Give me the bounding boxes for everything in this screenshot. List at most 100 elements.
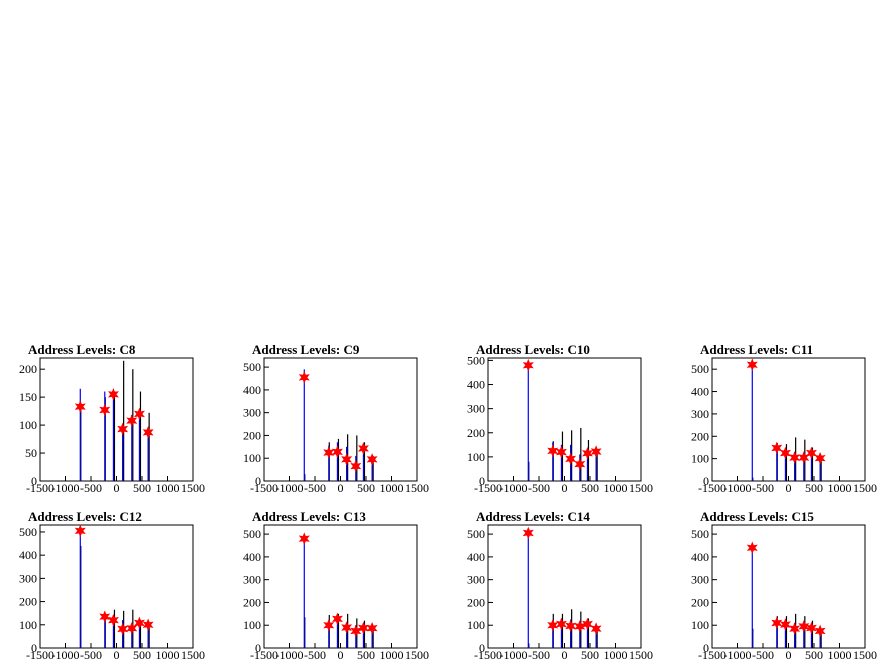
peak-marker: [814, 451, 826, 465]
x-tick-label: -1000: [276, 481, 304, 495]
y-tick-label: 200: [19, 595, 37, 609]
peak-marker: [298, 371, 310, 384]
x-tick-label: 500: [133, 481, 151, 495]
peak-marker: [323, 446, 335, 459]
x-tick-label: -500: [304, 648, 326, 662]
y-tick-label: 200: [243, 595, 261, 609]
plot-frame: [487, 524, 642, 649]
peak-marker: [522, 526, 534, 540]
chart-title: Address Levels: C11: [700, 342, 813, 357]
x-tick-label: -500: [528, 481, 550, 495]
x-tick-label: 1000: [828, 481, 852, 495]
y-tick-label: 300: [467, 573, 485, 587]
peak-marker: [805, 446, 817, 460]
x-tick-label: 1000: [380, 648, 404, 662]
x-tick-label: 1500: [853, 481, 877, 495]
peak-marker: [798, 451, 810, 464]
peak-marker: [780, 446, 791, 460]
y-tick-label: 50: [25, 446, 37, 460]
x-tick-label: 1500: [629, 481, 653, 495]
x-tick-label: 1000: [604, 481, 628, 495]
y-tick-label: 200: [19, 362, 37, 376]
x-tick-label: 1000: [156, 648, 180, 662]
peak-marker: [789, 622, 801, 635]
x-tick-label: 1500: [405, 481, 429, 495]
x-tick-label: -1500: [698, 648, 726, 662]
peak-marker: [746, 358, 758, 371]
x-tick-label: -1500: [26, 648, 54, 662]
peak-marker: [547, 618, 559, 632]
chart-title: Address Levels: C15: [700, 509, 814, 524]
x-tick-label: 0: [562, 481, 568, 495]
y-tick-label: 0: [479, 641, 485, 655]
y-tick-label: 300: [243, 573, 261, 587]
y-tick-label: 200: [691, 595, 709, 609]
x-tick-label: -1500: [474, 648, 502, 662]
x-tick-label: -1500: [250, 648, 278, 662]
peak-marker: [780, 618, 791, 631]
x-tick-label: -1000: [52, 648, 80, 662]
plot-frame: [487, 357, 642, 482]
y-tick-label: 0: [255, 641, 261, 655]
x-tick-label: -500: [528, 648, 550, 662]
histogram-panel: Address Levels: C10 -1500-1000 -500 0 500 100…: [467, 342, 653, 495]
x-tick-label: 1500: [181, 648, 205, 662]
x-tick-label: 500: [581, 648, 599, 662]
peak-marker: [117, 422, 129, 436]
peak-marker: [117, 622, 129, 636]
chart-title: Address Levels: C8: [28, 342, 136, 357]
plot-frame: [39, 357, 194, 482]
x-tick-label: -1000: [724, 481, 752, 495]
y-tick-label: 400: [691, 550, 709, 564]
peak-marker: [366, 621, 378, 635]
y-tick-label: 500: [691, 527, 709, 541]
y-tick-label: 100: [243, 618, 261, 632]
y-tick-label: 500: [243, 527, 261, 541]
x-tick-label: -1500: [26, 481, 54, 495]
peak-marker: [590, 445, 602, 458]
x-tick-label: -500: [752, 481, 774, 495]
histogram-panel: Address Levels: C14 -1500-1000 -500 0 500 100…: [467, 509, 653, 662]
x-tick-label: -500: [752, 648, 774, 662]
peak-marker: [126, 414, 138, 427]
y-tick-label: 200: [691, 429, 709, 443]
y-tick-label: 500: [243, 360, 261, 374]
peak-marker: [771, 616, 783, 630]
peak-marker: [332, 612, 343, 626]
y-tick-label: 500: [467, 527, 485, 541]
x-tick-label: 500: [133, 648, 151, 662]
y-tick-label: 400: [243, 383, 261, 397]
plot-frame: [39, 524, 194, 649]
y-tick-label: 200: [467, 426, 485, 440]
peak-marker: [99, 403, 111, 417]
peak-marker: [108, 613, 119, 627]
y-tick-label: 300: [691, 407, 709, 421]
chart-title: Address Levels: C9: [252, 342, 360, 357]
y-tick-label: 500: [467, 353, 485, 367]
x-tick-label: 1000: [156, 481, 180, 495]
x-tick-label: -1000: [500, 481, 528, 495]
y-tick-label: 100: [243, 451, 261, 465]
x-tick-label: -500: [304, 481, 326, 495]
x-tick-label: 1000: [604, 648, 628, 662]
x-tick-label: -500: [80, 481, 102, 495]
x-tick-label: 1500: [629, 648, 653, 662]
peak-marker: [814, 624, 826, 638]
x-tick-label: -1500: [250, 481, 278, 495]
chart-title: Address Levels: C13: [252, 509, 366, 524]
y-tick-label: 100: [467, 450, 485, 464]
histogram-panel: Address Levels: C11 -1500-1000 -500 0 500 100…: [691, 342, 877, 495]
y-tick-label: 150: [19, 390, 37, 404]
peak-marker: [771, 441, 783, 455]
y-tick-label: 0: [31, 641, 37, 655]
peak-marker: [746, 541, 758, 555]
histogram-panel: Address Levels: C9-1500-1000 -500 0 500 1000…: [243, 342, 429, 495]
x-tick-label: 500: [805, 481, 823, 495]
x-tick-label: -1000: [724, 648, 752, 662]
y-tick-label: 300: [691, 573, 709, 587]
x-tick-label: 1000: [380, 481, 404, 495]
plot-frame: [263, 524, 418, 649]
peak-marker: [805, 621, 817, 635]
plot-frame: [711, 357, 866, 482]
